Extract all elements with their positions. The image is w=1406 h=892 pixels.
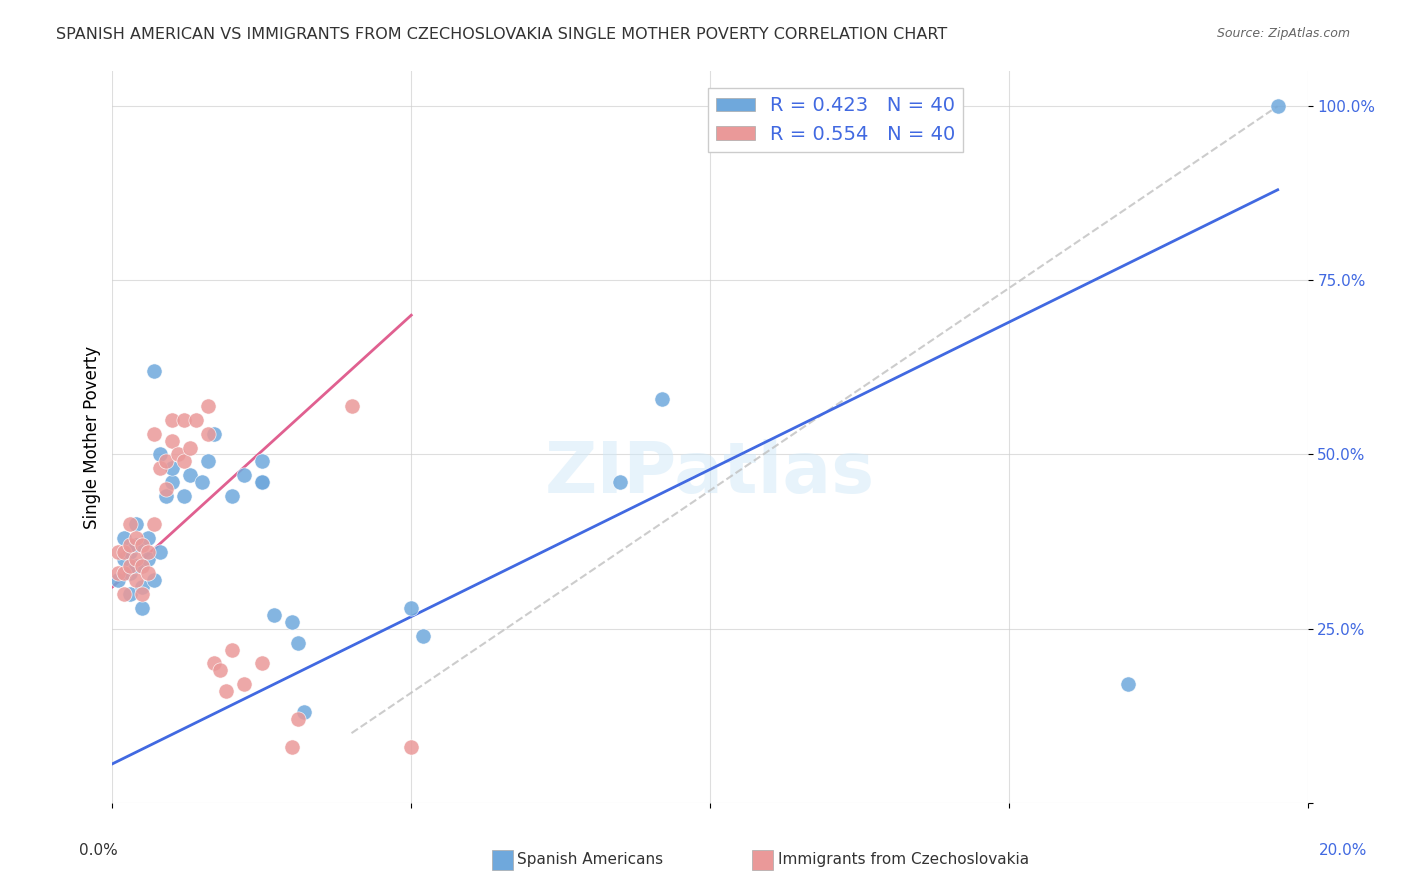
Point <box>233 677 256 691</box>
Point <box>149 545 172 559</box>
Point <box>173 412 195 426</box>
Point <box>221 489 243 503</box>
Text: 20.0%: 20.0% <box>1319 843 1367 858</box>
Point <box>250 454 273 468</box>
Point <box>143 426 166 441</box>
Point <box>221 642 243 657</box>
Point <box>125 517 148 532</box>
Point <box>125 552 148 566</box>
Point <box>167 448 190 462</box>
Point <box>250 657 273 671</box>
Point <box>173 489 195 503</box>
Point <box>120 545 142 559</box>
Point <box>138 531 160 545</box>
Point <box>131 580 153 594</box>
Point <box>162 434 183 448</box>
Point <box>155 489 177 503</box>
Point <box>120 538 142 552</box>
Point <box>125 558 148 573</box>
Point <box>197 399 219 413</box>
Point <box>120 566 142 580</box>
Point <box>107 545 129 559</box>
Point <box>173 454 195 468</box>
Point <box>107 566 129 580</box>
Point <box>287 635 309 649</box>
Point <box>131 538 153 552</box>
Legend: R = 0.423   N = 40, R = 0.554   N = 40: R = 0.423 N = 40, R = 0.554 N = 40 <box>709 88 963 152</box>
Point <box>250 475 273 490</box>
Point <box>138 552 160 566</box>
Point <box>263 607 285 622</box>
Text: Spanish Americans: Spanish Americans <box>517 853 664 867</box>
Point <box>138 566 160 580</box>
Point <box>340 399 363 413</box>
Point <box>149 461 172 475</box>
Point <box>125 573 148 587</box>
Text: Immigrants from Czechoslovakia: Immigrants from Czechoslovakia <box>778 853 1029 867</box>
Point <box>179 441 201 455</box>
Point <box>233 468 256 483</box>
Point <box>401 740 423 755</box>
Point <box>215 684 238 698</box>
Point <box>412 629 434 643</box>
Text: 0.0%: 0.0% <box>79 843 118 858</box>
Point <box>120 587 142 601</box>
Point <box>155 483 177 497</box>
Point <box>162 475 183 490</box>
Point <box>131 600 153 615</box>
Point <box>120 558 142 573</box>
Point <box>281 740 304 755</box>
Point <box>125 538 148 552</box>
Point <box>209 664 232 678</box>
Point <box>143 517 166 532</box>
Point <box>114 566 135 580</box>
Point <box>120 517 142 532</box>
Point <box>162 412 183 426</box>
Point <box>155 454 177 468</box>
Point <box>281 615 304 629</box>
Y-axis label: Single Mother Poverty: Single Mother Poverty <box>83 345 101 529</box>
Point <box>609 475 631 490</box>
Point <box>125 531 148 545</box>
Point <box>114 545 135 559</box>
Point <box>197 454 219 468</box>
Point <box>149 448 172 462</box>
Point <box>1118 677 1140 691</box>
Point <box>1267 99 1289 113</box>
Point <box>651 392 673 406</box>
Point <box>138 545 160 559</box>
Point <box>292 705 315 719</box>
Point <box>179 468 201 483</box>
Point <box>143 364 166 378</box>
Point <box>114 587 135 601</box>
Point <box>114 552 135 566</box>
Point <box>114 531 135 545</box>
Point <box>107 573 129 587</box>
Point <box>202 426 225 441</box>
Text: SPANISH AMERICAN VS IMMIGRANTS FROM CZECHOSLOVAKIA SINGLE MOTHER POVERTY CORRELA: SPANISH AMERICAN VS IMMIGRANTS FROM CZEC… <box>56 27 948 42</box>
Point <box>143 573 166 587</box>
Point <box>162 461 183 475</box>
Text: Source: ZipAtlas.com: Source: ZipAtlas.com <box>1216 27 1350 40</box>
Point <box>287 712 309 726</box>
Point <box>250 475 273 490</box>
Point <box>131 587 153 601</box>
Point <box>186 412 208 426</box>
Point <box>401 600 423 615</box>
Point <box>202 657 225 671</box>
Point <box>197 426 219 441</box>
Point <box>131 558 153 573</box>
Text: ZIPatlas: ZIPatlas <box>546 439 875 508</box>
Point <box>191 475 214 490</box>
